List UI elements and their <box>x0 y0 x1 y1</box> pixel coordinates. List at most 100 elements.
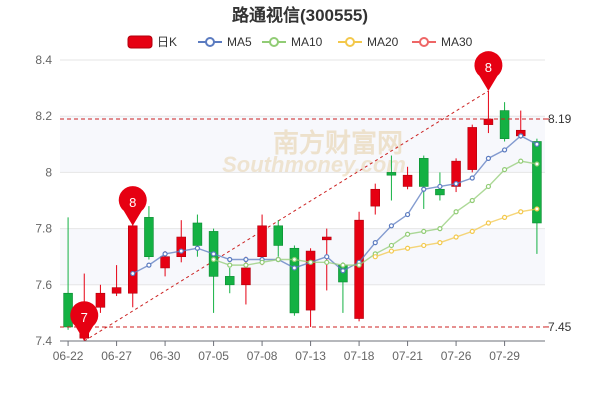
ma10-point <box>340 262 346 268</box>
ma20-point <box>534 206 540 212</box>
candle-body <box>63 292 73 328</box>
ma5-point <box>518 133 524 139</box>
reference-lines: 8.19 7.45 <box>60 112 572 334</box>
candle-body <box>257 225 267 257</box>
y-tick-label: 7.4 <box>35 334 52 348</box>
trend-line <box>83 90 489 342</box>
trend-line-segment <box>83 90 489 342</box>
grid <box>60 59 545 342</box>
ma20-point <box>485 220 492 226</box>
ma20-point <box>437 240 443 246</box>
ma10-point <box>501 166 508 173</box>
x-tick-label: 07-26 <box>441 349 472 363</box>
candle-body <box>451 160 461 187</box>
price-marker-pin <box>70 301 99 341</box>
ma5-point <box>291 265 298 271</box>
x-tick-label: 07-13 <box>295 349 326 363</box>
candle-body <box>386 172 397 176</box>
candle-body <box>419 158 429 187</box>
ma5-point <box>469 175 475 181</box>
legend-swatch-dot <box>269 37 279 47</box>
price-marker-label: 7 <box>81 310 88 325</box>
ma20-point <box>501 214 508 220</box>
ma20-point <box>404 245 411 251</box>
candle-body <box>192 222 203 246</box>
candle-body <box>322 236 332 241</box>
x-tick-label: 07-05 <box>198 349 229 363</box>
price-marker-pin <box>118 186 147 226</box>
x-tick-label: 07-08 <box>247 349 278 363</box>
ma5-point <box>210 251 217 257</box>
legend-label: 日K <box>157 35 177 49</box>
candle-body <box>370 188 380 207</box>
chart-title: 路通视信(300555) <box>232 5 368 25</box>
ma5-point <box>194 245 201 251</box>
candle-body <box>499 110 510 139</box>
legend-swatch-dot <box>419 37 429 47</box>
ma10-point <box>453 209 459 215</box>
ma5-point <box>485 155 492 161</box>
x-tick-label: 06-27 <box>101 349 132 363</box>
y-tick-label: 7.6 <box>35 278 52 292</box>
price-marker-label: 8 <box>485 60 492 75</box>
ma10-point <box>243 262 249 268</box>
ma10-point <box>275 256 281 263</box>
x-tick-label: 06-30 <box>150 349 181 363</box>
candle-body <box>225 276 235 286</box>
legend-swatch-dot <box>345 37 355 47</box>
ma10-point <box>518 158 524 164</box>
ma10-point <box>227 262 233 268</box>
ma10-point <box>404 231 411 237</box>
reference-line-label: 8.19 <box>548 112 572 126</box>
ma10-point <box>307 259 314 265</box>
watermark: 南方财富网 Southmoney.com <box>222 128 406 177</box>
watermark-cn: 南方财富网 <box>273 128 403 158</box>
ma20-point <box>388 248 395 254</box>
ma10-point <box>356 262 362 268</box>
axes: 7.4 7.6 7.8 8 8.2 8.4 06-22 06-27 06-30 07-05 07-0… <box>35 53 545 363</box>
ma5-point <box>130 270 136 277</box>
legend-swatch-dot <box>205 37 215 47</box>
candle-body <box>305 250 316 311</box>
grid-band <box>60 228 545 285</box>
legend-label: MA5 <box>227 35 252 49</box>
ma5-point <box>388 223 395 229</box>
ma-lines <box>130 133 540 277</box>
ma5-point <box>421 186 427 192</box>
candle-body <box>176 236 186 257</box>
ma10-point <box>469 197 475 204</box>
ma5-point <box>178 248 184 254</box>
x-tick-label: 07-18 <box>344 349 375 363</box>
candle-body <box>241 267 251 286</box>
ma10-point <box>324 259 330 265</box>
ma20-point <box>469 228 475 235</box>
candle-body <box>160 256 170 269</box>
legend-label: MA30 <box>441 35 473 49</box>
ma20-point <box>453 234 459 240</box>
ma10-point <box>210 256 217 263</box>
y-tick-label: 7.8 <box>35 222 52 236</box>
ma5-point <box>404 211 411 218</box>
ma5-point <box>372 240 378 246</box>
candle-body <box>467 127 477 170</box>
ma5-point <box>501 147 508 153</box>
legend: 日K MA5 MA10 MA20 MA30 <box>127 35 473 49</box>
watermark-en: Southmoney.com <box>222 152 406 177</box>
ma5-point <box>227 256 233 263</box>
candle-body <box>128 225 138 294</box>
legend-swatch-kline <box>127 35 153 49</box>
ma10-point <box>534 161 540 167</box>
candle-body <box>402 174 413 187</box>
price-marker-label: 8 <box>129 195 136 210</box>
candle-body <box>273 225 283 246</box>
ma5-point <box>243 256 249 263</box>
x-tick-label: 07-21 <box>392 349 423 363</box>
candle-body <box>289 247 300 314</box>
ma10-point <box>485 183 492 190</box>
candle-body <box>435 188 445 196</box>
ma5-point <box>534 141 540 147</box>
ma10-point <box>437 226 443 232</box>
ma20-point <box>372 254 378 260</box>
candle-body <box>532 141 542 224</box>
